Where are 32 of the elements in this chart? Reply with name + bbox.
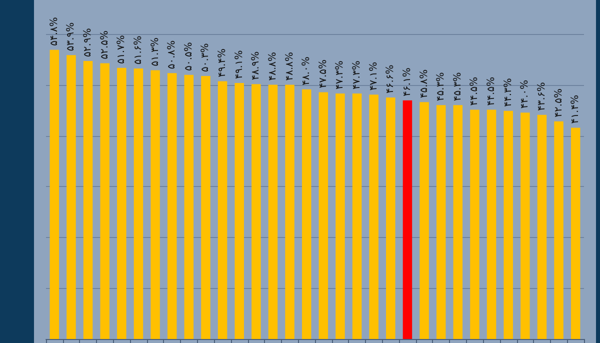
data-label: ۵۱.۶% (132, 36, 144, 64)
data-label: ۵۰.۸% (166, 40, 178, 70)
data-label: ۴۷.۱% (368, 62, 380, 91)
data-label: ۴۷.۳% (334, 60, 346, 90)
data-label: ۵۲.۵% (99, 30, 110, 60)
data-label: ۵۰.۳% (200, 43, 212, 72)
data-label: ۴۵.۳% (436, 72, 447, 102)
data-label: ۵۴.۸% (48, 17, 60, 46)
data-label: ۴۴.۵% (486, 76, 498, 106)
data-label: ۵۳.۹% (66, 22, 77, 52)
data-label: ۴۹.۱% (234, 50, 245, 80)
data-label: ۵۱.۳% (150, 37, 161, 66)
data-label: ۴۹.۴% (217, 48, 228, 78)
data-label: ۵۱.۷% (116, 35, 128, 64)
data-label: ۵۲.۹% (82, 28, 94, 57)
data-label: ۴۶.۶% (385, 64, 396, 94)
data-label: ۴۵.۳% (452, 72, 464, 102)
data-label: ۴۸.۹% (250, 51, 262, 80)
data-label: ۴۴.۰% (520, 80, 531, 109)
data-label: ۴۳.۶% (536, 82, 548, 111)
data-label: ۴۷.۵% (318, 60, 329, 88)
data-label: ۴۷.۳% (352, 60, 363, 90)
data-label: ۵۰.۵% (183, 42, 194, 71)
data-label: ۴۵.۸% (418, 69, 430, 98)
data-label: ۴۴.۳% (502, 78, 514, 107)
data-label: ۴۸.۰% (301, 56, 312, 86)
data-label: ۴۲.۵% (553, 88, 564, 118)
data-label: ۴۸.۸% (284, 52, 296, 81)
data-label: ۴۸.۸% (267, 52, 278, 81)
data-label: ۴۶.۱% (402, 68, 413, 96)
data-label: ۴۴.۵% (469, 76, 480, 106)
data-label: ۴۱.۴% (570, 94, 582, 124)
